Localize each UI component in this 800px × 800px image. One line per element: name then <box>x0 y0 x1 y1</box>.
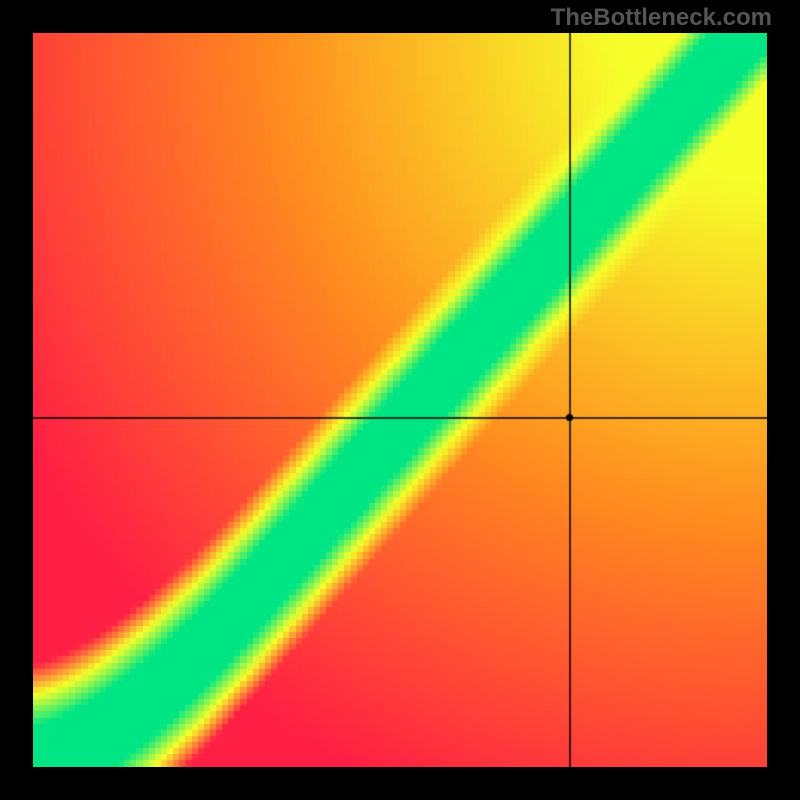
chart-container: TheBottleneck.com <box>0 0 800 800</box>
bottleneck-heatmap <box>33 33 767 767</box>
watermark-text: TheBottleneck.com <box>551 4 772 32</box>
